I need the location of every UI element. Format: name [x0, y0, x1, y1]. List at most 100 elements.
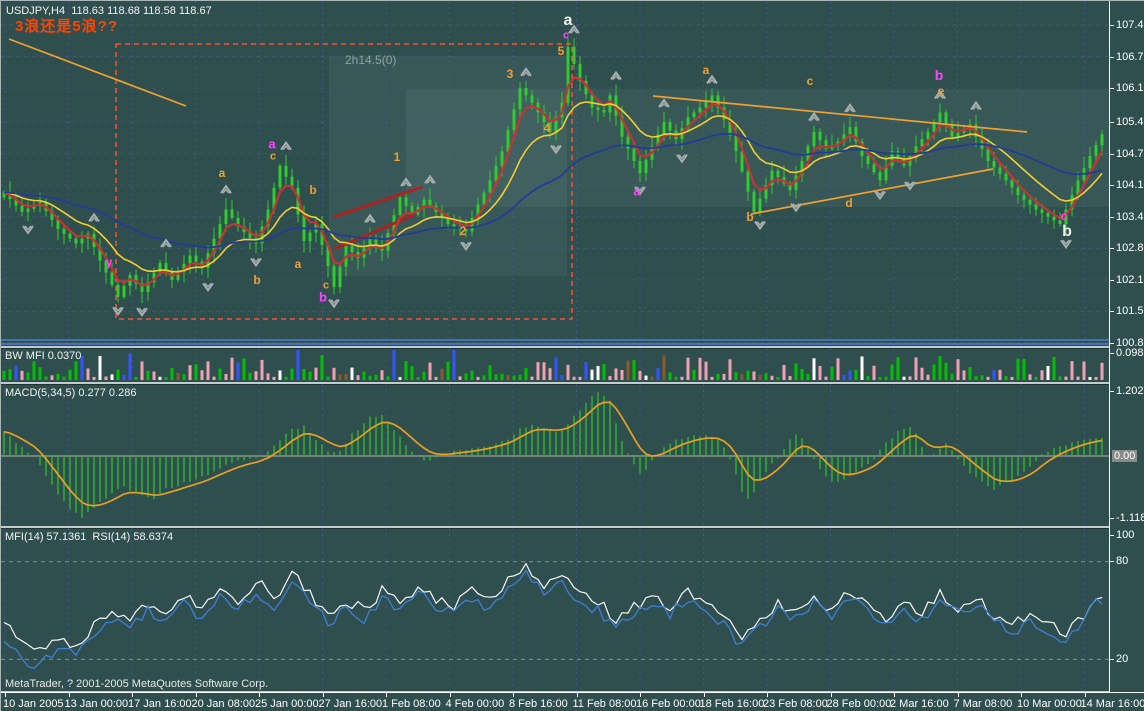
wave-label: c: [322, 279, 330, 292]
time-tick: [449, 693, 451, 697]
wave-label: a: [702, 63, 710, 77]
date-tick-label: 25 Jan 00:00: [255, 698, 319, 710]
measure-box-label: 2h14.5(0): [345, 53, 397, 67]
date-tick-label: 2 Mar 16:00: [890, 698, 949, 710]
axis-tick: [1110, 153, 1114, 155]
time-tick: [132, 693, 133, 697]
axis-tick: [1110, 216, 1114, 218]
elliott-wave-question-annotation: 3浪还是5浪??: [15, 18, 119, 35]
macd-tick-label: 1.202: [1116, 385, 1144, 397]
date-tick-label: 11 Feb 08:00: [572, 698, 637, 710]
date-tick-label: 8 Feb 16:00: [509, 698, 568, 710]
date-tick-label: 1 Feb 08:00: [382, 698, 441, 710]
main-price-chart-panel[interactable]: USDJPY,H4 118.63 118.68 118.58 118.67 3浪…: [1, 1, 1109, 346]
date-tick-label: 18 Feb 16:00: [699, 698, 765, 710]
axis-tick: [1110, 391, 1114, 392]
axis-tick: [1110, 122, 1114, 124]
panel-divider[interactable]: [1, 526, 1144, 529]
axis-tick: [1110, 561, 1114, 562]
date-tick-label: 16 Feb 00:00: [636, 698, 701, 710]
price-scale-axis[interactable]: 107.40 106.75 106.10 105.40 104.75 104.10 103.…: [1109, 1, 1144, 692]
wave-label: b: [1062, 223, 1072, 240]
wave-label: b: [746, 210, 754, 224]
main-chart-canvas[interactable]: [1, 1, 1109, 346]
wave-label: 3: [506, 67, 514, 81]
wave-label: a: [268, 136, 276, 152]
price-tick-label: 101.50: [1116, 305, 1144, 318]
wave-label: b: [253, 273, 261, 287]
axis-tick: [1110, 343, 1114, 344]
wave-label: c: [1060, 209, 1068, 223]
macd-zero-level-marker: 0.00: [1112, 450, 1138, 462]
time-tick: [703, 693, 705, 697]
time-tick: [830, 693, 832, 697]
mfi-rsi-title: MFI(14) 57.1361 RSI(14) 58.6374: [5, 531, 174, 543]
time-tick: [576, 693, 578, 697]
time-tick: [640, 693, 641, 697]
axis-tick: [1110, 88, 1114, 90]
wave-label: 4: [543, 121, 551, 135]
wave-label: c: [562, 29, 570, 42]
wave-label: e: [937, 84, 945, 98]
wave-label: 2: [459, 224, 467, 238]
time-scale-axis[interactable]: 10 Jan 2005 13 Jan 00:00 17 Jan 16:00 20 Ja…: [1, 692, 1144, 711]
wave-label: y: [105, 255, 113, 269]
axis-tick: [1110, 353, 1114, 354]
price-tick-label: 100.85: [1116, 337, 1144, 349]
date-tick-label: 7 Mar 08:00: [953, 698, 1013, 710]
price-tick-label: 104.75: [1116, 147, 1144, 160]
price-tick-label: 102.80: [1116, 242, 1144, 255]
axis-tick: [1110, 311, 1114, 313]
price-tick-label: 107.40: [1116, 19, 1144, 31]
bwmfi-canvas[interactable]: [1, 348, 1109, 382]
rsi-tick-label: 20: [1116, 653, 1129, 665]
wave-label: 1: [393, 150, 401, 164]
time-tick: [1084, 693, 1086, 697]
time-tick: [5, 693, 6, 697]
time-tick: [322, 693, 324, 697]
price-tick-label: 102.15: [1116, 273, 1144, 286]
wave-label: 5: [557, 44, 565, 58]
wave-label: b: [309, 183, 317, 197]
wave-label: a: [633, 183, 641, 199]
wave-label: c: [806, 74, 814, 88]
time-tick: [1021, 693, 1022, 697]
panel-divider[interactable]: [1, 346, 1144, 349]
time-tick: [957, 693, 959, 697]
copyright-text: MetaTrader, ? 2001-2005 MetaQuotes Softw…: [5, 678, 269, 690]
time-tick: [513, 693, 514, 697]
macd-title: MACD(5,34,5) 0.277 0.286: [5, 387, 137, 399]
date-tick-label: 14 Mar 16:00: [1080, 698, 1144, 710]
wave-label: a: [294, 257, 302, 271]
axis-tick: [1110, 185, 1114, 187]
wave-label: c: [269, 150, 277, 163]
axis-tick: [1110, 659, 1114, 660]
time-tick: [195, 693, 197, 697]
macd-canvas[interactable]: [1, 384, 1109, 526]
wave-label: a: [218, 166, 226, 180]
date-tick-label: 27 Jan 16:00: [318, 698, 383, 710]
date-tick-label: 17 Jan 16:00: [128, 698, 192, 710]
wave-label: a: [563, 12, 573, 29]
mfi-rsi-indicator-panel[interactable]: MFI(14) 57.1361 RSI(14) 58.6374: [1, 528, 1109, 691]
date-tick-label: 20 Jan 08:00: [191, 698, 256, 710]
date-tick-label: 13 Jan 00:00: [64, 698, 129, 710]
axis-tick: [1110, 518, 1114, 519]
macd-indicator-panel[interactable]: MACD(5,34,5) 0.277 0.286: [1, 384, 1109, 526]
axis-tick: [1110, 56, 1114, 58]
time-tick: [894, 693, 895, 697]
wave-label: b: [319, 289, 327, 305]
wave-label: b: [934, 67, 944, 83]
date-tick-label: 28 Feb 00:00: [826, 698, 892, 710]
time-tick: [767, 693, 768, 697]
date-tick-label: 10 Jan 2005: [3, 698, 64, 710]
mfi-rsi-canvas[interactable]: [1, 528, 1109, 691]
bwmfi-indicator-panel[interactable]: BW MFI 0.0370: [1, 348, 1109, 382]
panel-divider[interactable]: [1, 382, 1144, 385]
axis-tick: [1110, 279, 1114, 281]
time-tick: [386, 693, 387, 697]
chart-symbol-title: USDJPY,H4 118.63 118.68 118.58 118.67: [6, 5, 212, 17]
date-tick-label: 23 Feb 08:00: [763, 698, 828, 710]
